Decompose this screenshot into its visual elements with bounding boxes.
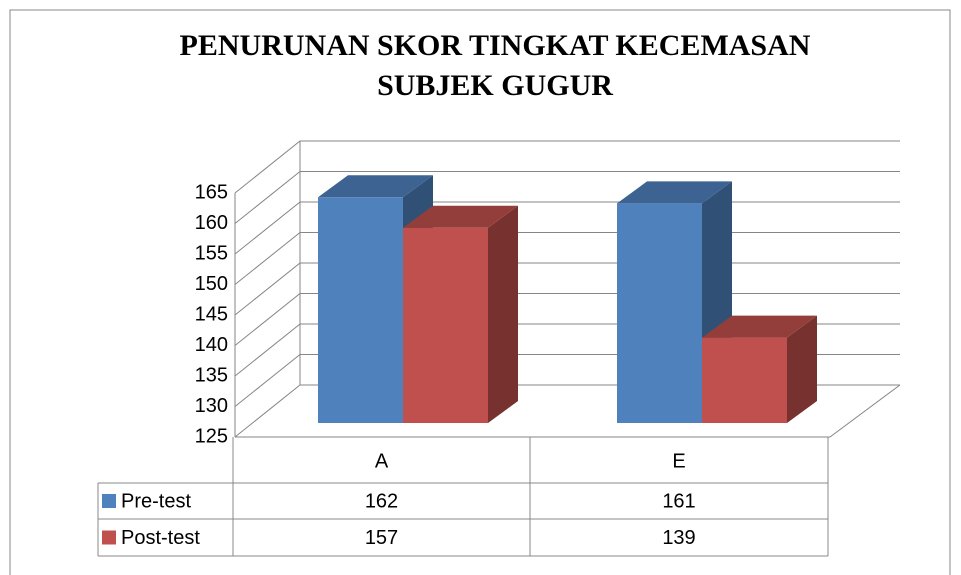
floor: [235, 384, 901, 438]
table-value: 162: [365, 490, 398, 512]
bar: [617, 203, 702, 423]
chart-title: PENURUNAN SKOR TINGKAT KECEMASAN: [180, 29, 811, 62]
y-tick-label: 150: [195, 273, 228, 295]
y-tick-label: 165: [195, 181, 228, 203]
legend-label: Pre-test: [121, 490, 191, 512]
y-tick-label: 130: [195, 395, 228, 417]
y-tick-label: 140: [195, 334, 228, 356]
chart-title: SUBJEK GUGUR: [377, 69, 613, 102]
bar-side: [488, 205, 518, 423]
legend-label: Post-test: [121, 527, 200, 549]
bar-top: [702, 315, 817, 338]
y-tick-label: 135: [195, 364, 228, 386]
table-value: 139: [662, 527, 695, 549]
x-tick-label: E: [672, 450, 685, 472]
y-tick-label: 125: [195, 425, 228, 447]
y-tick-label: 145: [195, 303, 228, 325]
table-value: 161: [662, 490, 695, 512]
legend-swatch: [102, 494, 116, 508]
y-tick-label: 160: [195, 212, 228, 234]
bar-top: [318, 175, 433, 198]
bar: [702, 337, 787, 423]
bar-top: [617, 181, 732, 204]
table-value: 157: [365, 527, 398, 549]
bar-top: [403, 205, 518, 228]
y-tick-label: 155: [195, 242, 228, 264]
chart-border: [9, 9, 951, 575]
bar: [403, 227, 488, 423]
bar-side: [787, 315, 817, 423]
legend-swatch: [102, 530, 116, 545]
x-tick-label: A: [375, 450, 389, 472]
bar: [318, 197, 403, 423]
